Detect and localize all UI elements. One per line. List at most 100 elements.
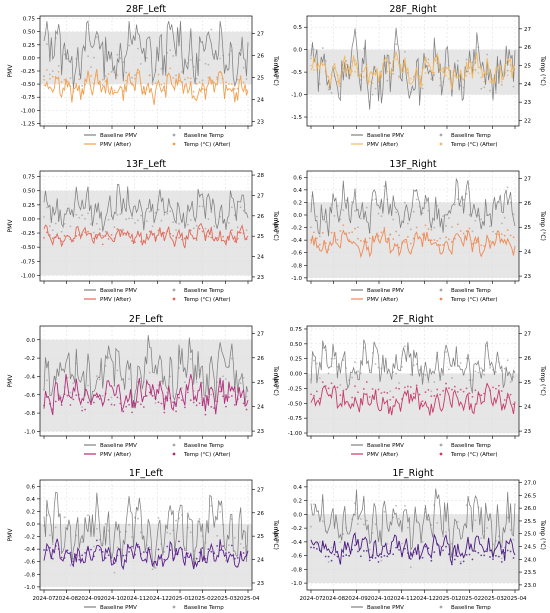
after-temp-point: [398, 76, 400, 79]
baseline-temp-point: [157, 384, 160, 387]
baseline-temp-point: [474, 219, 477, 222]
baseline-temp-point: [139, 214, 142, 217]
after-temp-point: [310, 393, 312, 396]
after-temp-point: [357, 391, 359, 394]
baseline-temp-point: [119, 213, 122, 216]
after-temp-point: [421, 400, 424, 403]
after-temp-point: [383, 554, 386, 557]
after-temp-point: [474, 389, 477, 392]
baseline-temp-point: [456, 198, 459, 201]
after-temp-point: [404, 547, 406, 550]
after-temp-point: [471, 395, 474, 398]
temp-axis-label: Temp (°C): [539, 210, 546, 241]
x-tick-label: 2024-11: [123, 596, 146, 602]
baseline-temp-point: [359, 518, 362, 520]
baseline-temp-point: [509, 381, 512, 383]
pmv-tick-label: -0.6: [291, 554, 302, 560]
pmv-tick-label: -0.6: [24, 393, 35, 399]
baseline-temp-point: [90, 223, 92, 225]
baseline-temp-point: [327, 561, 330, 563]
pmv-tick-label: -1.25: [21, 121, 36, 127]
after-temp-point: [95, 539, 98, 542]
baseline-temp-point: [186, 223, 189, 226]
after-temp-point: [354, 227, 356, 230]
baseline-temp-point: [409, 566, 412, 569]
after-temp-point: [351, 396, 353, 399]
after-pmv-line: [310, 531, 516, 565]
temp-tick-label: 24: [524, 405, 531, 411]
legend-swatch-dot: [172, 605, 176, 609]
baseline-temp-point: [486, 527, 489, 529]
after-temp-point: [192, 401, 195, 404]
x-tick-label: 2025-02: [191, 596, 214, 602]
baseline-temp-point: [313, 359, 315, 362]
x-tick-label: 2025-03: [214, 596, 237, 602]
after-temp-point: [445, 545, 447, 548]
baseline-temp-point: [374, 523, 377, 526]
pmv-tick-label: -0.50: [288, 401, 303, 407]
baseline-temp-point: [78, 216, 81, 219]
temp-tick-label: 23: [257, 120, 264, 126]
legend-label: Baseline PMV: [100, 605, 137, 611]
baseline-temp-point: [60, 230, 63, 233]
after-temp-point: [242, 552, 245, 554]
after-temp-point: [315, 237, 318, 240]
after-temp-point: [453, 385, 456, 388]
after-temp-point: [453, 74, 456, 77]
baseline-temp-point: [169, 532, 172, 535]
pmv-tick-label: -1.0: [291, 93, 302, 99]
baseline-temp-point: [465, 58, 468, 61]
baseline-pmv-line: [43, 491, 249, 569]
after-temp-point: [230, 395, 233, 397]
after-temp-point: [436, 388, 439, 391]
after-temp-point: [359, 555, 362, 558]
baseline-temp-point: [415, 198, 418, 201]
after-temp-point: [433, 551, 436, 554]
after-temp-point: [512, 403, 515, 406]
x-tick-label: 2025-01: [169, 596, 192, 602]
after-temp-point: [395, 58, 398, 61]
baseline-temp-point: [368, 548, 371, 551]
after-temp-point: [365, 381, 368, 383]
after-temp-point: [178, 236, 180, 239]
baseline-temp-point: [395, 372, 398, 375]
pmv-tick-label: -0.4: [291, 540, 302, 546]
temp-tick-label: 23: [257, 429, 264, 435]
baseline-temp-point: [462, 198, 465, 201]
after-temp-point: [506, 229, 509, 232]
baseline-temp-point: [189, 58, 192, 61]
pmv-tick-label: 0.0: [293, 48, 302, 54]
temp-tick-label: 26: [257, 54, 264, 60]
panel-13f-right: 13F_Right 0.6 0.4 0.2 0.0 -0.2 -0.4 -0.6 -0.8 -1.…: [274, 159, 546, 303]
after-temp-point: [357, 237, 359, 240]
after-temp-point: [125, 405, 128, 408]
baseline-temp-point: [201, 79, 204, 82]
after-temp-point: [395, 546, 398, 549]
after-temp-point: [421, 556, 424, 559]
legend-label: PMV (After): [367, 142, 398, 148]
baseline-temp-point: [189, 531, 192, 534]
legend-swatch-dot: [439, 288, 443, 292]
after-temp-point: [195, 239, 198, 241]
pmv-tick-label: 0.50: [290, 342, 303, 348]
baseline-temp-point: [160, 380, 163, 383]
baseline-temp-point: [512, 213, 515, 216]
after-temp-point: [480, 76, 483, 79]
baseline-temp-point: [137, 219, 139, 222]
after-temp-point: [430, 559, 433, 562]
after-temp-point: [239, 75, 242, 78]
after-temp-point: [489, 240, 491, 243]
baseline-temp-point: [489, 366, 491, 369]
plot-frame: [39, 479, 253, 591]
baseline-temp-point: [69, 564, 72, 567]
baseline-temp-point: [125, 71, 128, 74]
baseline-temp-point: [424, 373, 427, 376]
after-temp-point: [122, 233, 125, 236]
temp-tick-label: 27: [524, 331, 531, 337]
after-temp-point: [450, 240, 453, 243]
after-temp-point: [321, 381, 324, 384]
after-temp-point: [137, 401, 139, 403]
panels-root: 28F_Left 0.75 0.50 0.25 0.00 -0.25 -0.50 -0.75 -…: [7, 4, 546, 611]
after-temp-point: [60, 80, 63, 83]
